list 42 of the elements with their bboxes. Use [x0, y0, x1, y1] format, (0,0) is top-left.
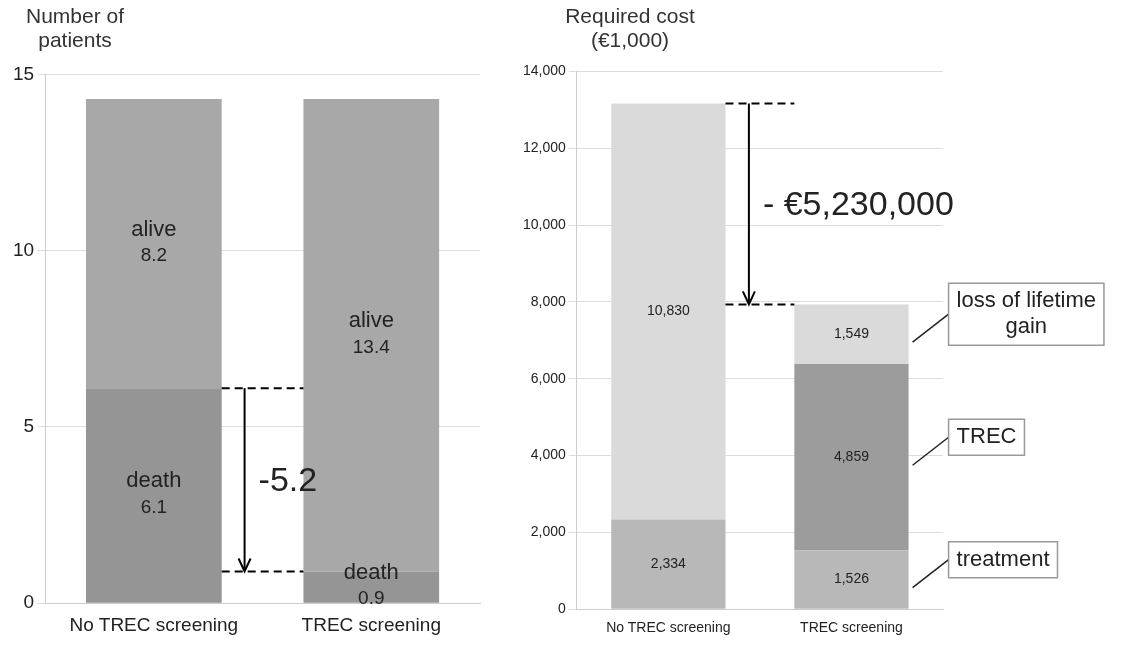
bar	[794, 363, 909, 551]
y-tick-label: 6,000	[530, 369, 567, 386]
series-label: alive	[348, 307, 394, 333]
annotation: - €5,230,000	[762, 183, 954, 223]
bar	[86, 388, 222, 603]
y-tick-label: 0	[558, 600, 567, 617]
bar	[794, 550, 909, 609]
y-tick-label: 15	[12, 62, 35, 84]
data-label: 8.2	[140, 243, 168, 265]
y-tick-label: 10	[12, 238, 35, 260]
text: death	[126, 467, 182, 493]
text: alive	[131, 215, 177, 241]
y-tick-label: 4,000	[530, 446, 567, 463]
x-tick-label: TREC screening	[301, 613, 441, 635]
bar	[611, 519, 726, 609]
data-label: 0.9	[358, 587, 385, 609]
bar	[86, 99, 222, 389]
data-label: 6.1	[140, 495, 168, 517]
y-tick-label: 2,000	[530, 523, 567, 540]
y-axis-title: Required cost (€1,000)	[564, 4, 696, 52]
y-tick-label: 12,000	[522, 139, 567, 156]
text: TREC	[956, 423, 1017, 449]
data-label: 1,549	[833, 325, 870, 342]
x-tick-label: No TREC screening	[606, 619, 731, 636]
y-tick-label: 5	[23, 415, 35, 437]
x-tick-label: TREC screening	[800, 619, 903, 636]
y-tick-label: 8,000	[530, 292, 567, 309]
y-tick-label: 14,000	[522, 62, 567, 79]
data-label: 1,526	[833, 570, 870, 587]
data-label: 13.4	[352, 335, 391, 357]
series-label: death	[343, 559, 399, 585]
annotation: -5.2	[258, 459, 318, 499]
y-tick-label: 0	[23, 591, 35, 613]
data-label: 10,830	[646, 302, 690, 319]
y-axis-title: Number of patients	[24, 4, 125, 52]
x-tick-label: No TREC screening	[69, 613, 239, 635]
y-tick-label: 10,000	[522, 215, 567, 232]
text: loss of lifetime gain	[956, 287, 1096, 339]
data-label: 4,859	[833, 448, 870, 465]
bar	[794, 304, 909, 364]
text: treatment	[956, 545, 1050, 571]
data-label: 2,334	[650, 554, 687, 571]
